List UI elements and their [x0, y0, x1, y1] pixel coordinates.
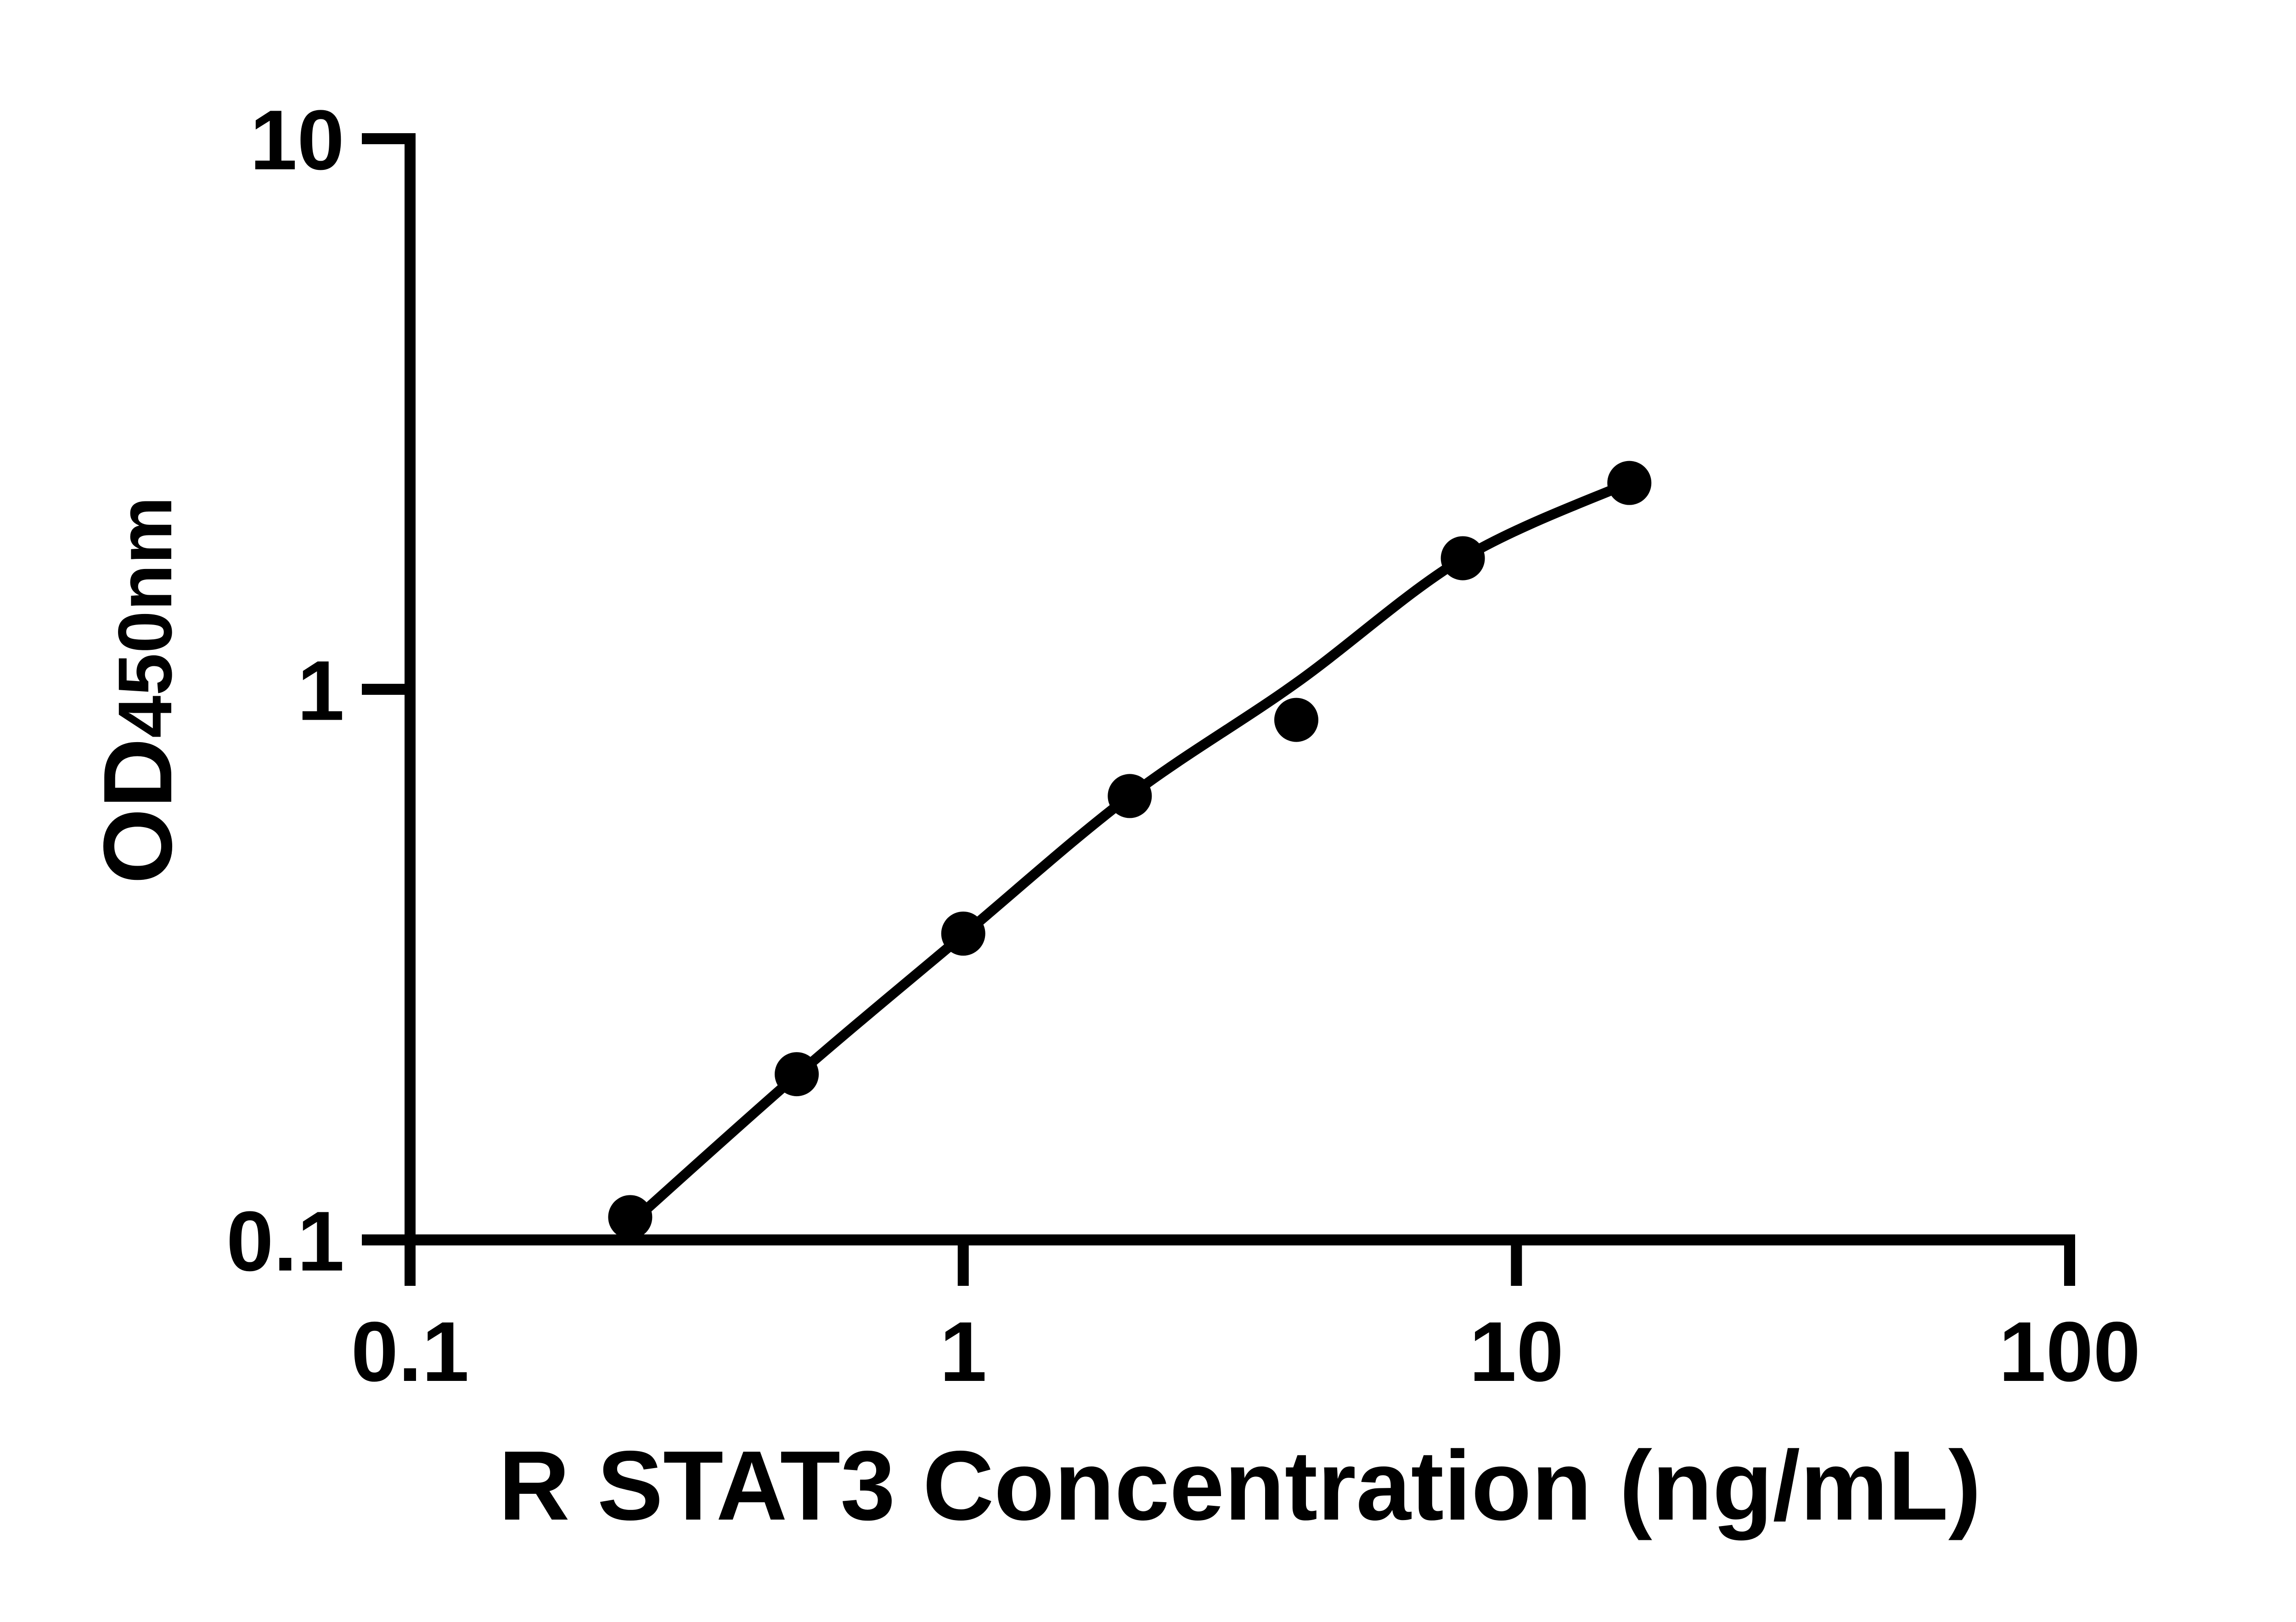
data-point	[1274, 698, 1318, 742]
data-point	[1607, 461, 1652, 505]
x-tick-label: 10	[1469, 1305, 1564, 1399]
y-tick-label: 1	[297, 644, 344, 738]
y-tick-label: 10	[250, 93, 344, 188]
x-tick-label: 100	[1999, 1305, 2141, 1399]
data-point	[775, 1052, 819, 1097]
data-point	[941, 911, 985, 956]
fit-curve	[625, 478, 1635, 1229]
data-point	[1441, 536, 1485, 580]
y-axis-title: OD450nm	[83, 496, 192, 884]
y-tick-label: 0.1	[226, 1194, 344, 1289]
x-tick-label: 1	[940, 1305, 987, 1399]
y-axis-title-sub: 450nm	[103, 496, 188, 738]
data-point	[608, 1195, 653, 1239]
x-tick-label: 0.1	[351, 1305, 469, 1399]
x-axis-title: R STAT3 Concentration (ng/mL)	[498, 1430, 1981, 1541]
data-point	[1108, 774, 1152, 818]
y-axis-title-main: OD	[83, 738, 192, 884]
